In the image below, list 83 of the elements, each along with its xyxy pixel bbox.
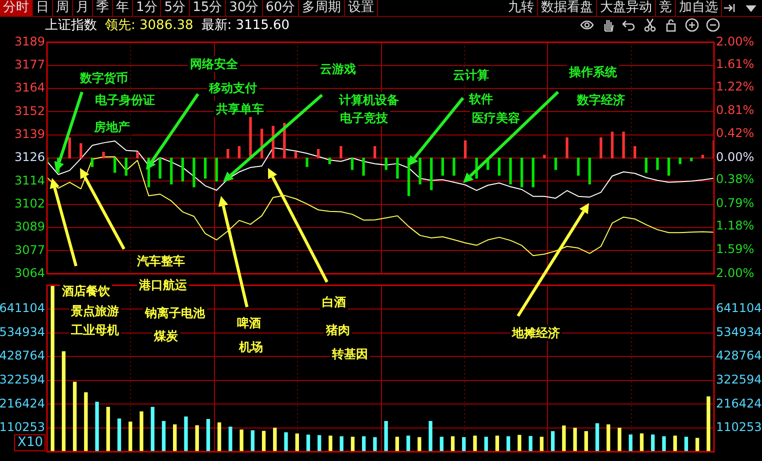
text: 九转 — [505, 0, 538, 16]
annotation: 房地产 — [92, 119, 132, 135]
annotation: 云游戏 — [318, 61, 358, 77]
annotation: 软件 — [467, 91, 495, 107]
text: 加自选 — [676, 0, 722, 16]
text: 5分 — [161, 0, 190, 16]
y2-tick-label: 2.00% — [716, 34, 754, 48]
text: 1分 — [133, 0, 162, 16]
y2-tick-label: 322594 — [716, 372, 762, 387]
annotation: 白酒 — [320, 294, 348, 310]
annotation: 移动支付 — [207, 80, 259, 96]
y-tick-label: 3077 — [14, 242, 45, 257]
text: 60分 — [262, 0, 300, 16]
annotation: 猪肉 — [324, 322, 352, 338]
annotation: 机场 — [237, 339, 265, 355]
y2-tick-label: 216424 — [716, 396, 762, 410]
annotation: 转基因 — [330, 346, 370, 362]
y2-tick-label: 1.22% — [716, 79, 754, 94]
annotation: 景点旅游 — [69, 303, 121, 319]
y-tick-label: 3152 — [14, 104, 45, 118]
y-tick-label: 3164 — [14, 80, 45, 95]
annotation: 工业母机 — [69, 322, 121, 338]
y-tick-label: 3139 — [14, 126, 45, 141]
y-tick-label: 3064 — [14, 266, 45, 280]
y-tick-label: 3089 — [14, 220, 45, 234]
y-tick-label: 3189 — [14, 34, 45, 48]
text: 数据看盘 — [538, 0, 597, 16]
y-tick-label: 3177 — [14, 57, 45, 72]
annotation: 操作系统 — [567, 64, 619, 80]
y2-tick-label: 0.38% — [716, 172, 754, 186]
annotation: 计算机设备 — [337, 92, 401, 108]
text: 多周期 — [299, 0, 346, 16]
y-tick-label: 3102 — [14, 196, 45, 210]
annotation: 电子竞技 — [338, 110, 390, 126]
annotation: 网络安全 — [188, 56, 240, 72]
annotation: 医疗美容 — [470, 110, 522, 126]
y2-tick-label: 110253 — [716, 420, 762, 434]
text: 周 — [53, 0, 73, 16]
annotation: 港口航运 — [137, 277, 189, 293]
annotation: 汽车整车 — [135, 253, 187, 269]
y-tick-label: 428764 — [0, 348, 45, 363]
y-tick-label: 3114 — [14, 173, 45, 188]
y2-tick-label: 428764 — [716, 348, 762, 363]
text: 日 — [33, 0, 53, 16]
y-tick-label: 3126 — [14, 150, 45, 164]
annotation: 数字货币 — [78, 70, 130, 86]
annotation: 啤酒 — [235, 315, 263, 331]
text: 年 — [113, 0, 133, 16]
text: 30分 — [226, 0, 263, 16]
annotation: 酒店餐饮 — [60, 283, 112, 299]
y-tick-label: 322594 — [0, 372, 45, 387]
annotation: 煤炭 — [152, 328, 180, 344]
text: 月 — [73, 0, 93, 16]
text: 季 — [93, 0, 113, 16]
text: 设置 — [345, 0, 378, 16]
y2-tick-label: 0.79% — [716, 196, 754, 210]
y-tick-label: 216424 — [0, 396, 45, 410]
text: 分时 — [0, 0, 33, 16]
y2-tick-label: 0.81% — [716, 103, 754, 118]
y2-tick-label: 641104 — [716, 301, 762, 316]
y2-tick-label: 0.42% — [716, 126, 754, 140]
y2-tick-label: 2.00% — [716, 266, 754, 280]
annotation: 数字经济 — [575, 92, 627, 108]
text: 领先: 3086.38 — [105, 18, 194, 33]
text: 最新: 3115.60 — [201, 18, 290, 33]
chart-title: 上证指数 — [45, 17, 97, 34]
annotation: 共享单车 — [214, 101, 266, 117]
y-axis-title: X10 — [18, 435, 43, 450]
annotation: 钠离子电池 — [143, 305, 207, 321]
y-tick-label: 641104 — [0, 301, 45, 316]
y-tick-label: 534934 — [0, 324, 45, 339]
y2-tick-label: 1.18% — [716, 218, 754, 232]
text: 竞 — [656, 0, 676, 16]
y2-tick-label: 1.59% — [716, 242, 754, 256]
y2-tick-label: 0.00% — [716, 150, 754, 164]
annotation: 地摊经济 — [510, 325, 562, 341]
annotation: 电子身份证 — [93, 92, 157, 108]
annotation: 云计算 — [451, 67, 491, 83]
y2-tick-label: 1.61% — [716, 56, 754, 71]
y2-tick-label: 534934 — [716, 324, 762, 339]
text: 15分 — [190, 0, 226, 16]
text: 大盘异动 — [597, 0, 656, 16]
y-tick-label: 110253 — [0, 420, 45, 434]
